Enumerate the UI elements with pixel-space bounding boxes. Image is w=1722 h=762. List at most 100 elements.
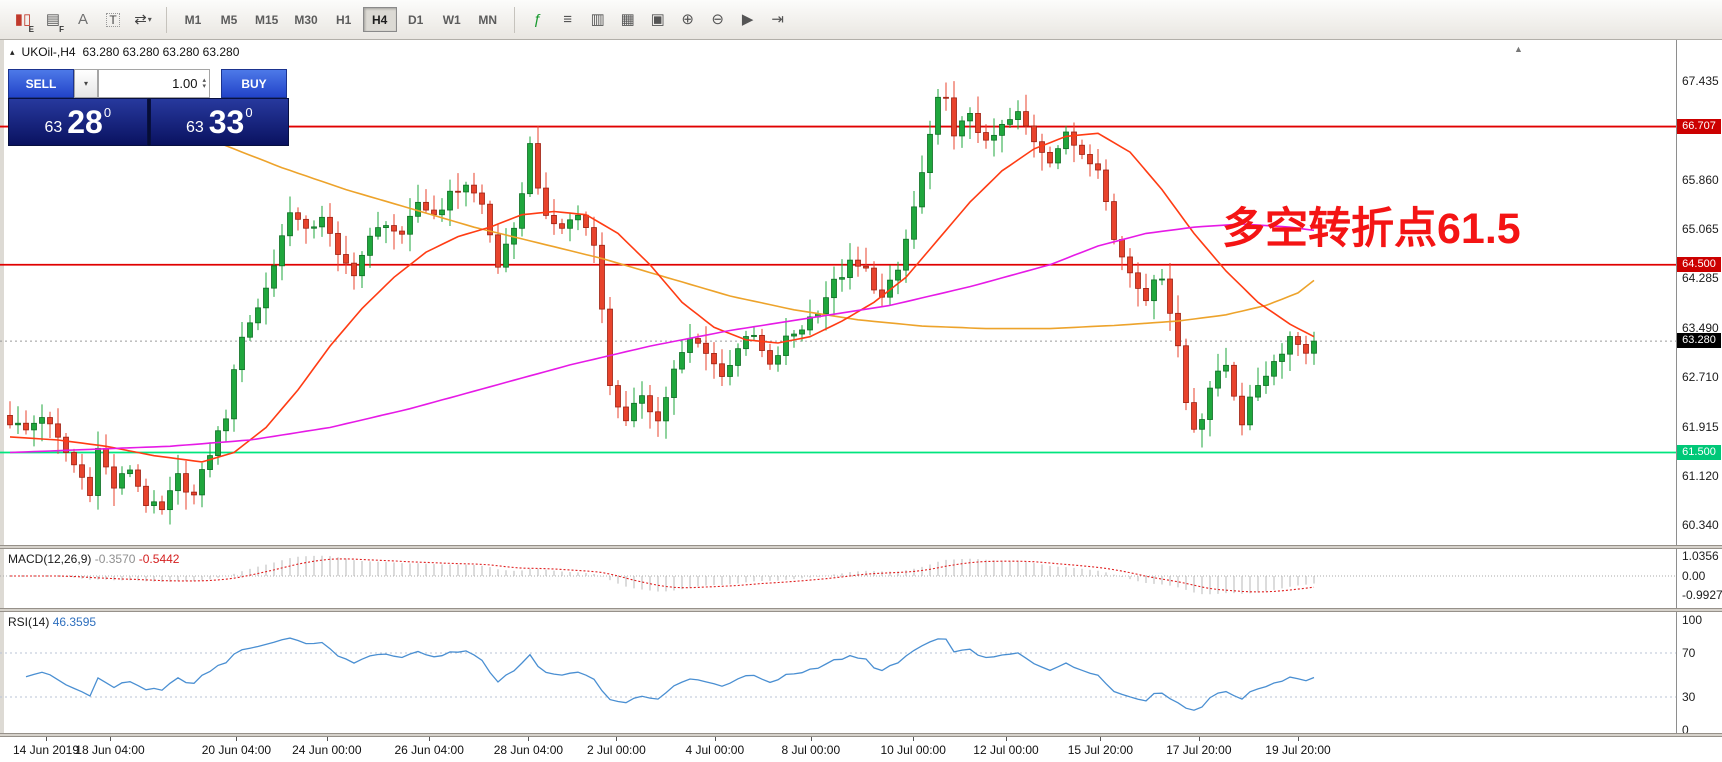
- timeframe-m15[interactable]: M15: [248, 7, 285, 32]
- toolbar-separator: [513, 6, 515, 33]
- drawing-tools-dropdown-glyph: ⇄: [134, 11, 147, 28]
- candlestick-chart-icon-glyph: ▮▯: [14, 11, 32, 28]
- buy-price-base: 63: [185, 119, 204, 136]
- sell-price-point: 0: [103, 105, 112, 120]
- volume-field[interactable]: 1.00 ▴ ▾: [98, 69, 210, 98]
- timeframe-mn[interactable]: MN: [471, 7, 505, 32]
- price-axis-label: 67.435: [1682, 74, 1719, 88]
- rsi-name: RSI(14): [8, 615, 50, 629]
- buy-price-display[interactable]: 63 33 0: [149, 98, 289, 146]
- panel-divider[interactable]: [0, 545, 1722, 549]
- tile-windows-icon[interactable]: ▣: [644, 6, 672, 34]
- text-tool-icon[interactable]: T: [99, 6, 127, 34]
- indicators-icon[interactable]: ƒ: [524, 6, 552, 34]
- time-axis[interactable]: 14 Jun 2019 18 Jun 04:00 20 Jun 04:00 24 Ju…: [0, 737, 1722, 762]
- time-axis-label: 26 Jun 04:00: [394, 743, 464, 757]
- chevron-down-icon: ▾: [147, 15, 152, 24]
- time-axis-tick: [326, 737, 328, 741]
- window-left-edge: [0, 40, 4, 762]
- panel-divider[interactable]: [0, 733, 1722, 737]
- periods-icon-glyph: ▥: [590, 11, 605, 28]
- trade-options-dropdown[interactable]: ▾: [74, 69, 98, 98]
- sell-button[interactable]: SELL: [8, 69, 74, 98]
- time-axis-tick: [429, 737, 431, 741]
- level-lines: [0, 125, 1676, 454]
- price-level-badge: 66.707: [1677, 118, 1721, 134]
- main-chart[interactable]: [0, 62, 1676, 546]
- price-axis-label: 1.0356: [1682, 548, 1719, 563]
- text-tool-icon-glyph: T: [106, 12, 120, 27]
- rsi-panel[interactable]: [0, 612, 1676, 733]
- price-axis-label: 0.00: [1682, 569, 1706, 583]
- buy-button[interactable]: BUY: [221, 69, 287, 98]
- stepper-down-icon[interactable]: ▾: [202, 82, 206, 90]
- price-level-badge: 61.500: [1677, 444, 1721, 460]
- zoom-out-icon-glyph: ⊖: [711, 11, 724, 28]
- one-click-trading-panel: SELL ▾ 1.00 ▴ ▾ BUY 63 28 0 63 33 0: [8, 69, 289, 146]
- timeframe-h1[interactable]: H1: [327, 7, 361, 32]
- chart-annotation: 多空转折点61.5: [1222, 205, 1521, 253]
- chart-collapse-icon[interactable]: ▴: [10, 46, 15, 57]
- stepper-up-icon[interactable]: ▴: [202, 76, 206, 84]
- macd-name: MACD(12,26,9): [8, 552, 92, 566]
- current-price-badge: 63.280: [1677, 333, 1721, 349]
- templates-icon[interactable]: ▦: [614, 6, 642, 34]
- price-level-badge: 64.500: [1677, 256, 1721, 272]
- timeframe-m30[interactable]: M30: [287, 7, 324, 32]
- trend-ma-line: [9, 223, 1315, 454]
- spacer: [210, 69, 221, 98]
- time-axis-label: 28 Jun 04:00: [493, 743, 564, 757]
- slow-ma-line: [217, 141, 1315, 330]
- price-axis-label: 30: [1682, 690, 1696, 704]
- objects-list-icon[interactable]: ≡: [554, 6, 582, 34]
- chart-shift-icon[interactable]: ⇥: [764, 6, 792, 34]
- time-axis-tick: [46, 737, 47, 741]
- macd-signal-value: -0.5442: [138, 552, 180, 566]
- templates-icon-glyph: ▦: [620, 11, 635, 28]
- time-axis-label: 8 Jul 00:00: [781, 743, 841, 757]
- candlestick-chart-icon-sub: E: [28, 24, 34, 34]
- chart-grid-icon[interactable]: ▤ F: [39, 6, 67, 34]
- tile-windows-icon-glyph: ▣: [650, 11, 665, 28]
- timeframe-group: M1 M5 M15 M30 H1 H4 D1 W1 MN: [171, 7, 510, 32]
- candlestick-chart-icon[interactable]: ▮▯ E: [9, 6, 37, 34]
- panel-divider[interactable]: [0, 608, 1722, 612]
- time-axis-tick: [1100, 737, 1102, 741]
- sell-price-display[interactable]: 63 28 0: [8, 98, 148, 146]
- toolbar-left-icons: ▮▯ E ▤ F A T ⇄ ▾: [4, 6, 162, 34]
- time-axis-label: 19 Jul 20:00: [1265, 743, 1331, 757]
- time-axis-tick: [810, 737, 812, 741]
- time-axis-label: 17 Jul 20:00: [1166, 743, 1232, 757]
- time-axis-label: 18 Jun 04:00: [75, 743, 145, 757]
- volume-value[interactable]: 1.00: [172, 76, 198, 91]
- timeframe-m5[interactable]: M5: [212, 7, 246, 32]
- time-axis-tick: [236, 737, 238, 741]
- time-axis-tick: [714, 737, 716, 741]
- zoom-out-icon[interactable]: ⊖: [704, 6, 732, 34]
- timeframe-h4[interactable]: H4: [362, 7, 397, 32]
- font-label-icon[interactable]: A: [69, 6, 97, 34]
- time-axis-label: 12 Jul 00:00: [973, 743, 1039, 757]
- trade-price-row: 63 28 0 63 33 0: [8, 98, 289, 146]
- axis-divider: [1676, 40, 1677, 735]
- chart-ohlc-values: 63.280 63.280 63.280 63.280: [82, 45, 240, 59]
- periods-icon[interactable]: ▥: [584, 6, 612, 34]
- toolbar-right-icons: ƒ ≡ ▥ ▦ ▣ ⊕ ⊖ ▶ ⇥: [519, 6, 797, 34]
- scroll-marker-icon[interactable]: ▲: [1514, 44, 1523, 54]
- price-axis-label: 65.860: [1682, 172, 1719, 187]
- zoom-in-icon[interactable]: ⊕: [674, 6, 702, 34]
- drawing-tools-dropdown[interactable]: ⇄ ▾: [129, 6, 157, 34]
- timeframe-w1[interactable]: W1: [435, 7, 469, 32]
- auto-scroll-icon[interactable]: ▶: [734, 6, 762, 34]
- time-axis-label: 4 Jul 00:00: [685, 743, 745, 757]
- rsi-value: 46.3595: [52, 615, 97, 629]
- volume-stepper[interactable]: ▴ ▾: [202, 76, 206, 90]
- sell-price-base: 63: [44, 119, 63, 136]
- time-axis-tick: [1298, 737, 1299, 741]
- rsi-label: RSI(14) 46.3595: [8, 615, 96, 629]
- time-axis-label: 24 Jun 00:00: [292, 743, 362, 757]
- time-axis-label: 2 Jul 00:00: [587, 743, 646, 757]
- macd-panel[interactable]: [0, 549, 1676, 607]
- timeframe-d1[interactable]: D1: [399, 7, 433, 32]
- timeframe-m1[interactable]: M1: [176, 7, 210, 32]
